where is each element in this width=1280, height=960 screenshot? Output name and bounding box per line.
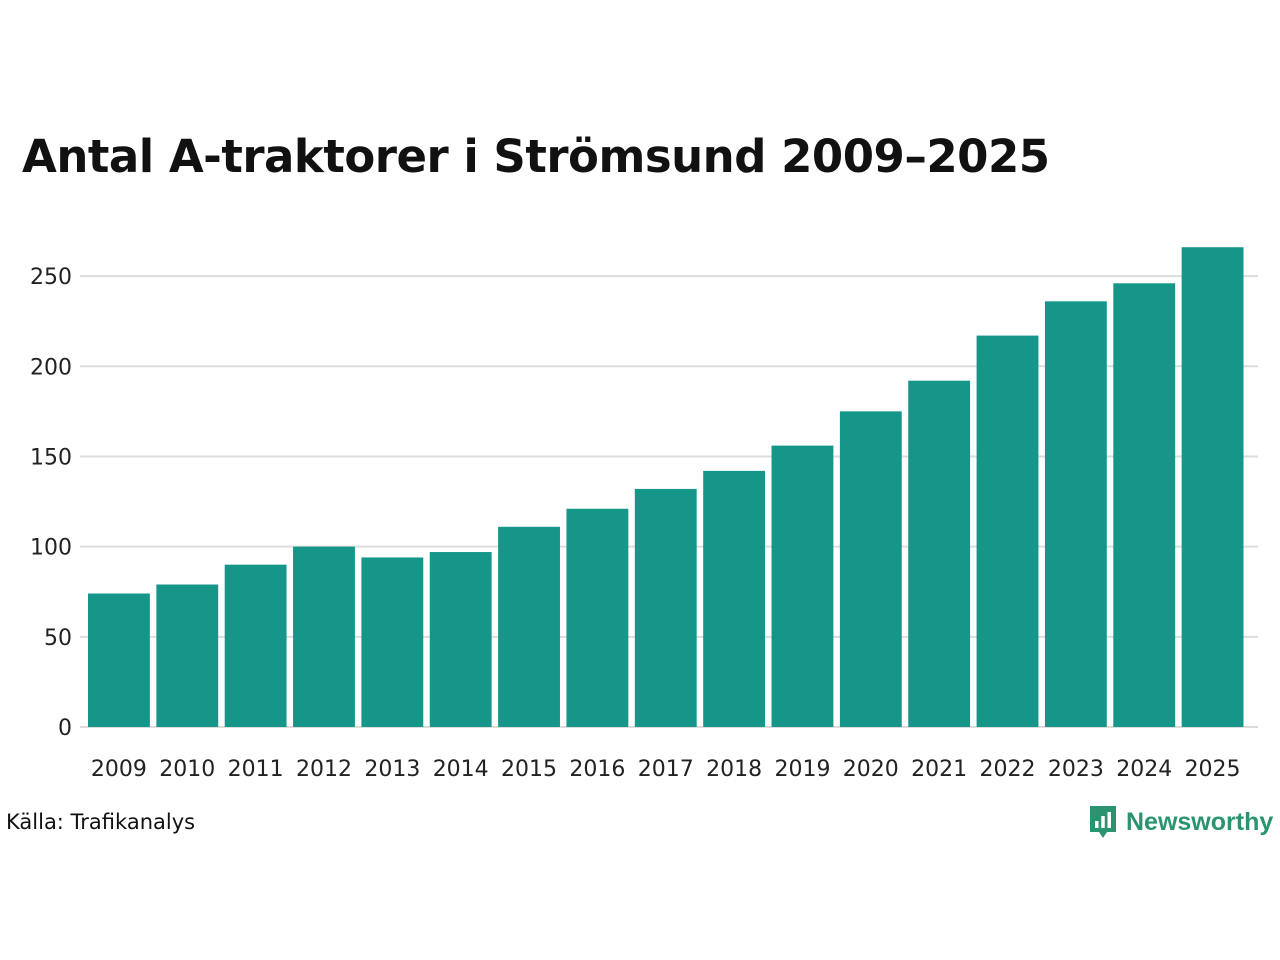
- x-tick-label: 2023: [1048, 757, 1104, 782]
- x-tick-label: 2012: [296, 757, 352, 782]
- bar-2021: [908, 380, 971, 727]
- y-tick-label: 100: [30, 536, 72, 561]
- x-tick-label: 2019: [774, 757, 830, 782]
- bar-2019: [771, 445, 834, 727]
- bar-2024: [1113, 283, 1176, 727]
- x-tick-label: 2022: [980, 757, 1036, 782]
- x-tick-label: 2020: [843, 757, 899, 782]
- x-tick-label: 2018: [706, 757, 762, 782]
- bar-2025: [1181, 247, 1244, 727]
- x-tick-label: 2024: [1116, 757, 1172, 782]
- x-tick-label: 2015: [501, 757, 557, 782]
- bars: [88, 247, 1244, 727]
- y-tick-label: 200: [30, 355, 72, 380]
- x-tick-label: 2009: [91, 757, 147, 782]
- x-tick-label: 2025: [1185, 757, 1241, 782]
- bar-2016: [566, 508, 629, 727]
- x-tick-label: 2010: [159, 757, 215, 782]
- x-tick-label: 2011: [228, 757, 284, 782]
- bar-2012: [293, 546, 355, 727]
- chart-title: Antal A-traktorer i Strömsund 2009–2025: [22, 130, 1050, 183]
- brand-name: Newsworthy: [1126, 807, 1274, 836]
- x-tick-label: 2013: [364, 757, 420, 782]
- bar-chart-speech-bubble-icon: [1090, 806, 1116, 838]
- bar-2022: [976, 335, 1039, 727]
- bar-2011: [224, 564, 287, 727]
- y-tick-label: 50: [44, 626, 72, 651]
- bar-2013: [361, 557, 424, 727]
- bar-2009: [88, 593, 150, 727]
- bar-2020: [839, 411, 902, 727]
- x-tick-label: 2017: [638, 757, 694, 782]
- brand-logo: Newsworthy: [1088, 802, 1273, 842]
- bar-2015: [498, 526, 560, 727]
- bar-2023: [1044, 301, 1107, 727]
- x-tick-label: 2021: [911, 757, 967, 782]
- source-note: Källa: Trafikanalys: [6, 810, 196, 834]
- y-axis-ticks: 0 50 100 150 200 250: [30, 265, 72, 741]
- bar-2014: [429, 552, 492, 727]
- bar-2010: [156, 584, 219, 727]
- y-tick-label: 250: [30, 265, 72, 290]
- x-axis-ticks: 2009 2010 2011 2012 2013 2014 2015 2016 2017 2018…: [91, 757, 1241, 782]
- bar-2017: [634, 488, 697, 727]
- bar-2018: [703, 470, 766, 727]
- y-tick-label: 0: [58, 716, 72, 741]
- x-tick-label: 2014: [433, 757, 489, 782]
- y-tick-label: 150: [30, 445, 72, 470]
- x-tick-label: 2016: [569, 757, 625, 782]
